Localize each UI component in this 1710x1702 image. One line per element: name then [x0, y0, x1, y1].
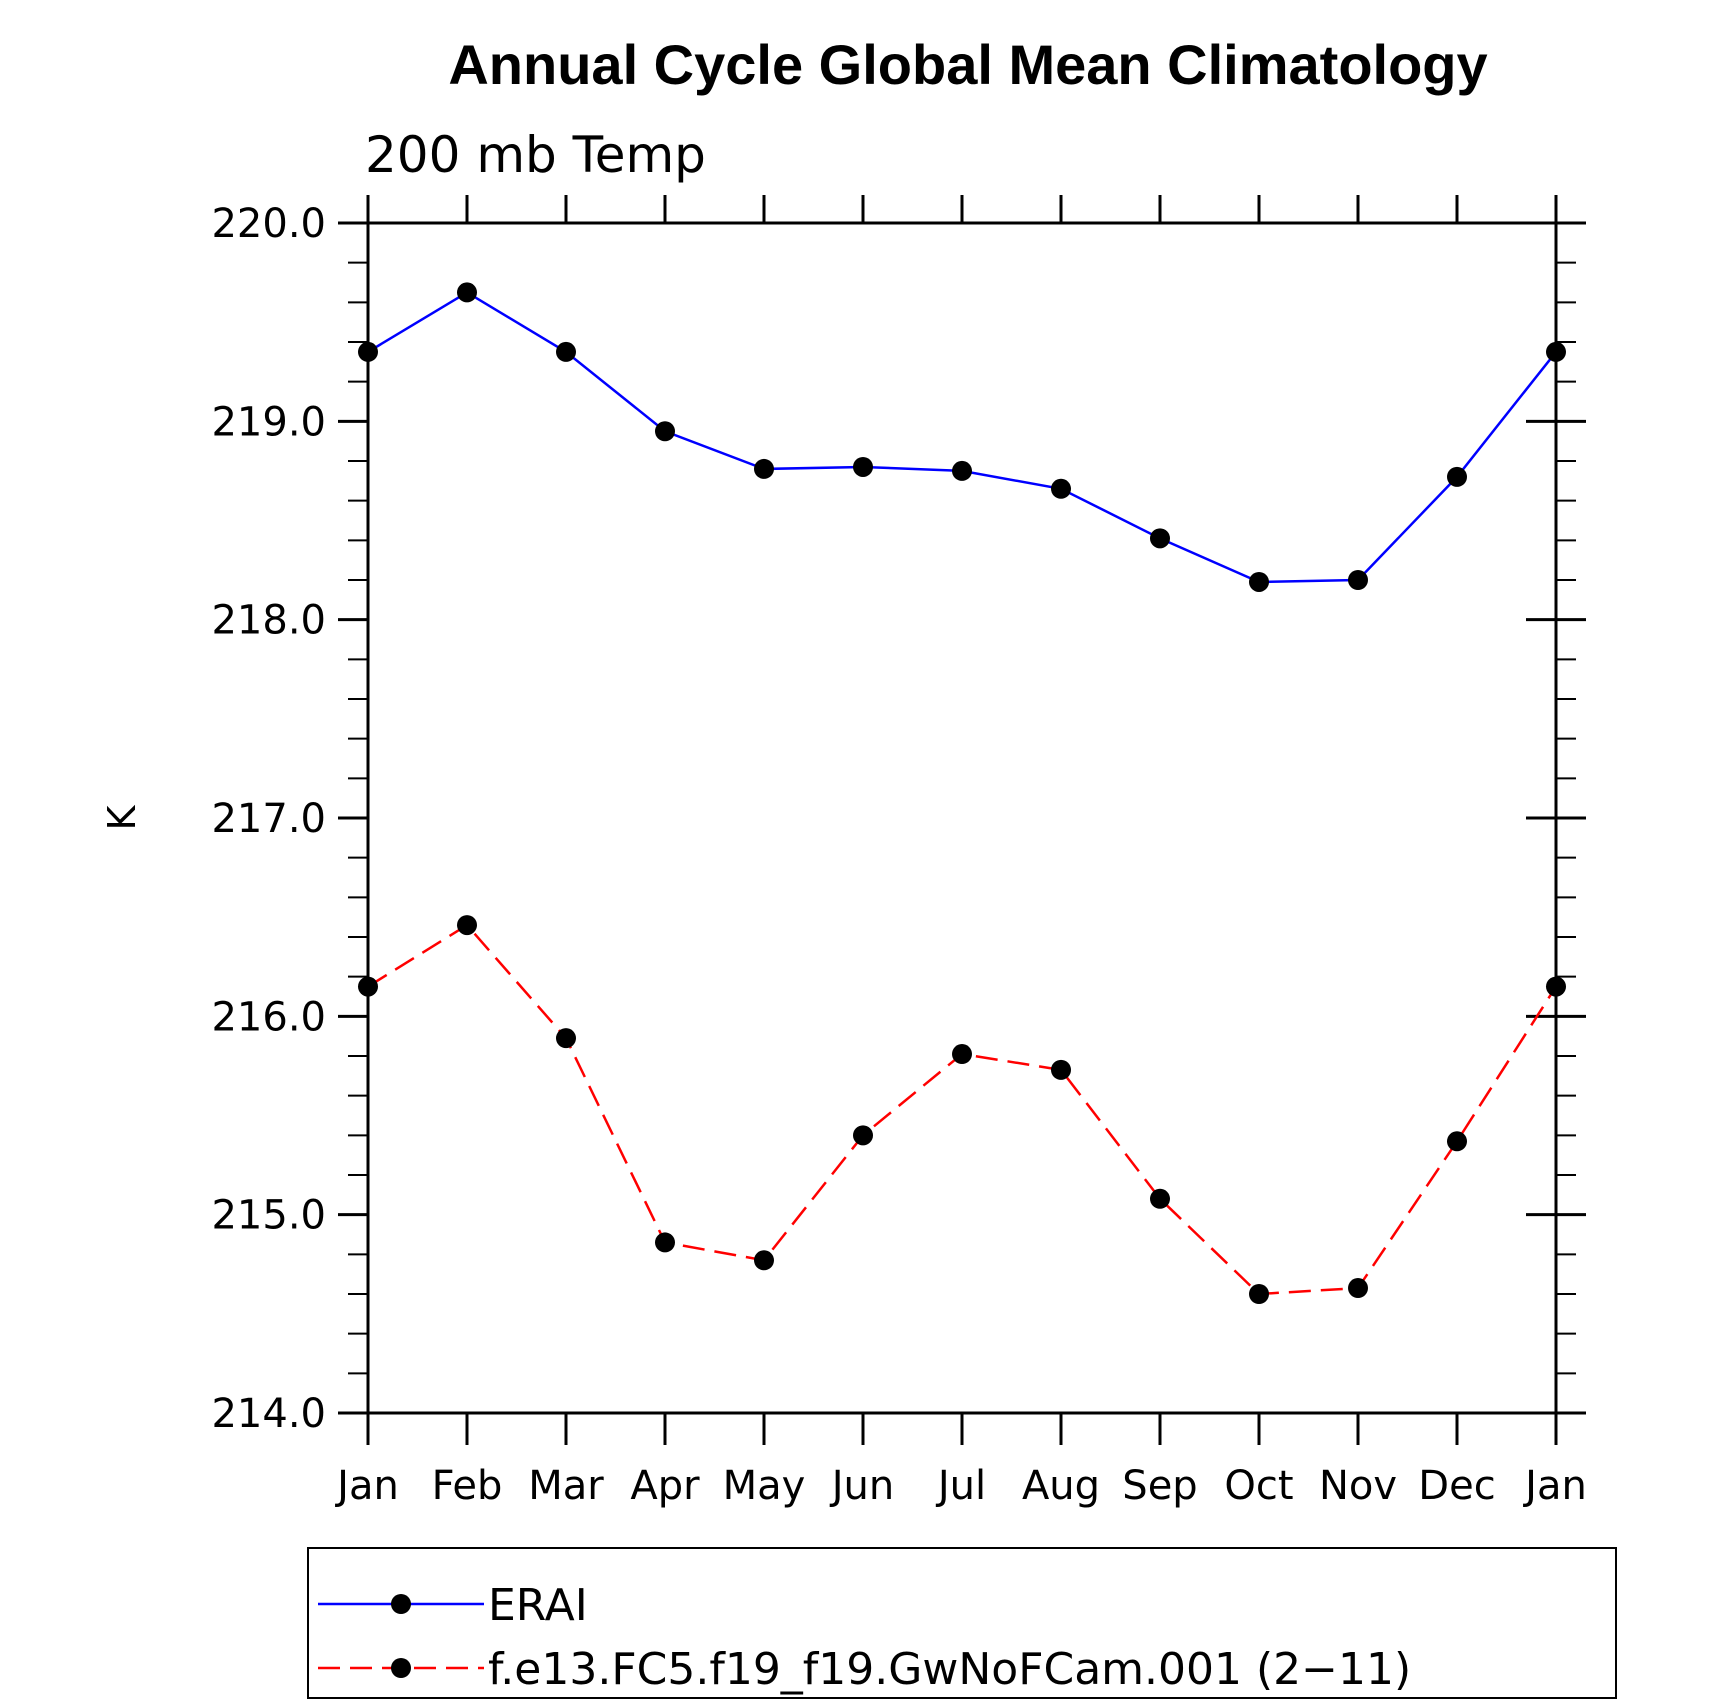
- legend-label-1: ERAI: [488, 1580, 588, 1631]
- series-1-point: [952, 460, 972, 481]
- series-2-point: [1051, 1059, 1071, 1080]
- series-line-2: [367, 923, 1558, 1296]
- series-2-point: [1249, 1284, 1269, 1304]
- y-axis-label: K: [100, 804, 144, 830]
- series-1-point: [655, 421, 675, 442]
- legend-marker-1: [391, 1594, 411, 1614]
- series-2-point: [754, 1250, 774, 1271]
- x-tick-label: Sep: [1122, 1463, 1197, 1509]
- x-tick-label: Jan: [334, 1463, 399, 1509]
- axis-ticks: [338, 195, 1586, 1445]
- series-2-point: [1546, 976, 1566, 997]
- series-1-point: [1249, 571, 1269, 592]
- y-tick-label: 219.0: [211, 399, 326, 445]
- y-tick-label: 215.0: [211, 1193, 326, 1239]
- series-1-point: [1546, 341, 1566, 362]
- series-1-point: [457, 282, 477, 303]
- x-tick-label: Jan: [1522, 1463, 1587, 1509]
- series-layer: [358, 282, 1566, 1304]
- series-2-point: [457, 915, 477, 936]
- plot-frame: [366, 221, 1558, 1415]
- x-tick-label: Oct: [1224, 1463, 1293, 1509]
- series-1-point: [1150, 528, 1170, 549]
- series-1-point: [1051, 478, 1071, 499]
- series-2-point: [1150, 1188, 1170, 1209]
- series-1-point: [754, 458, 774, 479]
- series-2-point: [1447, 1131, 1467, 1152]
- legend: ERAI f.e13.FC5.f19_f19.GwNoFCam.001 (2−11…: [307, 1547, 1617, 1699]
- y-tick-label: 218.0: [211, 598, 326, 644]
- series-1-point: [1348, 570, 1368, 590]
- x-tick-label: Jul: [935, 1463, 986, 1509]
- legend-box: [307, 1547, 1617, 1699]
- series-1-point: [358, 341, 378, 362]
- y-tick-labels: 214.0 215.0 216.0 217.0 218.0 219.0 220.0: [211, 201, 326, 1437]
- chart-title: Annual Cycle Global Mean Climatology: [448, 33, 1487, 96]
- series-2-point: [556, 1028, 576, 1049]
- y-tick-label: 216.0: [211, 994, 326, 1040]
- series-1-point: [1447, 466, 1467, 487]
- chart-subtitle: 200 mb Temp: [365, 126, 706, 184]
- x-tick-label: May: [723, 1463, 806, 1509]
- x-tick-labels: Jan Feb Mar Apr May Jun Jul Aug Sep Oct Nov Dec Jan: [334, 1463, 1587, 1509]
- y-tick-label: 217.0: [211, 796, 326, 842]
- x-tick-label: Jun: [829, 1463, 895, 1509]
- legend-marker-2: [391, 1658, 411, 1678]
- series-2-point: [952, 1044, 972, 1065]
- series-1-point: [853, 456, 873, 477]
- x-tick-label: Mar: [528, 1463, 604, 1509]
- y-tick-label: 214.0: [211, 1391, 326, 1437]
- x-tick-label: Nov: [1319, 1463, 1397, 1509]
- series-2-point: [1348, 1278, 1368, 1299]
- series-1-point: [556, 341, 576, 362]
- series-2-point: [358, 976, 378, 997]
- x-tick-label: Dec: [1418, 1463, 1495, 1509]
- x-tick-label: Apr: [630, 1463, 700, 1509]
- x-tick-label: Aug: [1022, 1463, 1100, 1509]
- series-line-1: [367, 290, 1557, 584]
- x-tick-label: Feb: [432, 1463, 503, 1509]
- series-2-point: [853, 1125, 873, 1146]
- y-tick-label: 220.0: [211, 201, 326, 247]
- series-2-point: [655, 1232, 675, 1253]
- legend-label-2: f.e13.FC5.f19_f19.GwNoFCam.001 (2−11): [488, 1644, 1411, 1695]
